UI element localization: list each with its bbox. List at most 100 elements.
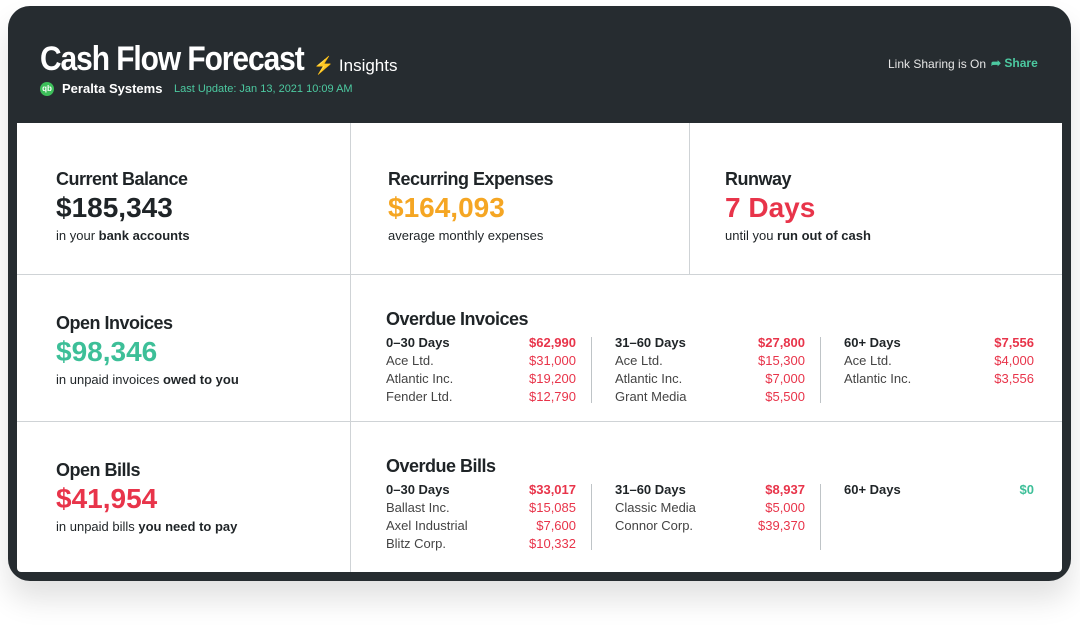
bucket-total: $27,800 <box>758 335 805 350</box>
bucket-item: Fender Ltd. $12,790 <box>386 388 576 406</box>
item-amount: $31,000 <box>529 353 576 368</box>
summary-card: Runway 7 Days until you run out of cash <box>725 169 871 243</box>
bucket-total: $62,990 <box>529 335 576 350</box>
item-name: Ballast Inc. <box>386 500 450 515</box>
summary-label: Current Balance <box>56 169 188 189</box>
bucket-divider <box>820 484 821 550</box>
item-name: Atlantic Inc. <box>844 371 912 386</box>
bucket-label: 60+ Days <box>844 482 901 497</box>
bucket-item: Ace Ltd. $15,300 <box>615 352 805 370</box>
bucket-item: Atlantic Inc. $3,556 <box>844 370 1034 388</box>
overdue-title: Overdue Invoices <box>386 309 529 329</box>
bucket-item: Ballast Inc. $15,085 <box>386 499 576 517</box>
item-amount: $19,200 <box>529 371 576 386</box>
item-name: Atlantic Inc. <box>615 371 683 386</box>
item-name: Atlantic Inc. <box>386 371 454 386</box>
bucket-divider <box>820 337 821 403</box>
summary-note: until you run out of cash <box>725 228 871 243</box>
summary-card: Current Balance $185,343 in your bank acco… <box>56 169 190 243</box>
bucket-item: Ace Ltd. $4,000 <box>844 352 1034 370</box>
summary-label: Runway <box>725 169 792 189</box>
bucket-label: 0–30 Days <box>386 335 450 350</box>
last-update: Last Update: Jan 13, 2021 10:09 AM <box>174 83 353 95</box>
bucket-label: 31–60 Days <box>615 482 686 497</box>
summary-note: in your bank accounts <box>56 228 190 243</box>
note-emphasis: owed to you <box>162 372 239 387</box>
bucket-label: 0–30 Days <box>386 482 450 497</box>
item-amount: $10,332 <box>529 536 576 551</box>
item-amount: $3,556 <box>994 371 1034 386</box>
summary-card: Open Bills $41,954 in unpaid bills you nee… <box>56 460 237 534</box>
item-name: Classic Media <box>615 500 696 515</box>
bucket-divider <box>591 484 592 550</box>
bucket: 31–60 Days $8,937 Classic Media $5,000 Conno… <box>615 481 805 535</box>
summary-label: Open Bills <box>56 460 141 480</box>
bucket-header: 31–60 Days $27,800 <box>615 334 805 352</box>
bucket-item: Connor Corp. $39,370 <box>615 517 805 535</box>
bucket: 0–30 Days $33,017 Ballast Inc. $15,085 Axel … <box>386 481 576 553</box>
bucket-total: $8,937 <box>765 482 805 497</box>
insights-badge[interactable]: ⚡ Insights <box>313 56 398 75</box>
bucket: 60+ Days $7,556 Ace Ltd. $4,000 Atlantic Inc… <box>844 334 1034 388</box>
bucket-item: Atlantic Inc. $7,000 <box>615 370 805 388</box>
summary-card: Open Invoices $98,346 in unpaid invoices o… <box>56 313 239 387</box>
summary-card: Recurring Expenses $164,093 average monthl… <box>388 169 554 243</box>
bucket-header: 0–30 Days $62,990 <box>386 334 576 352</box>
item-amount: $39,370 <box>758 518 805 533</box>
note-text: in your <box>56 228 99 243</box>
bucket: 31–60 Days $27,800 Ace Ltd. $15,300 Atlantic… <box>615 334 805 406</box>
summary-note: average monthly expenses <box>388 228 553 243</box>
divider <box>689 123 690 274</box>
item-name: Ace Ltd. <box>386 353 434 368</box>
item-amount: $7,600 <box>536 518 576 533</box>
summary-value: $185,343 <box>56 192 173 223</box>
item-amount: $5,500 <box>765 389 805 404</box>
link-sharing: Link Sharing is On <box>888 57 987 71</box>
share-button[interactable]: ➦ Share <box>991 56 1038 70</box>
item-name: Blitz Corp. <box>386 536 446 551</box>
item-amount: $15,300 <box>758 353 805 368</box>
bucket-total: $7,556 <box>994 335 1034 350</box>
summary-value: 7 Days <box>725 192 816 223</box>
dashboard-card: Cash Flow Forecast ⚡ Insights qb Peralta… <box>8 6 1071 581</box>
item-name: Axel Industrial <box>386 518 468 533</box>
bucket-header: 0–30 Days $33,017 <box>386 481 576 499</box>
item-amount: $7,000 <box>765 371 805 386</box>
note-text: until you <box>725 228 778 243</box>
company: Peralta Systems <box>62 81 163 96</box>
bucket-label: 60+ Days <box>844 335 901 350</box>
bucket-item: Blitz Corp. $10,332 <box>386 535 576 553</box>
bucket-label: 31–60 Days <box>615 335 686 350</box>
item-name: Fender Ltd. <box>386 389 453 404</box>
note-emphasis: run out of cash <box>777 228 871 243</box>
logo: qb <box>40 82 54 96</box>
summary-value: $41,954 <box>56 483 158 514</box>
item-name: Ace Ltd. <box>615 353 663 368</box>
summary-value: $164,093 <box>388 192 505 223</box>
item-name: Ace Ltd. <box>844 353 892 368</box>
item-amount: $12,790 <box>529 389 576 404</box>
title: Cash Flow Forecast <box>40 40 305 78</box>
note-text: in unpaid invoices <box>56 372 163 387</box>
summary-note: in unpaid bills you need to pay <box>56 519 237 534</box>
summary-label: Open Invoices <box>56 313 173 333</box>
note-text: in unpaid bills <box>56 519 139 534</box>
bucket-item: Grant Media $5,500 <box>615 388 805 406</box>
divider <box>17 274 1062 275</box>
item-name: Connor Corp. <box>615 518 694 533</box>
bucket-total: $33,017 <box>529 482 576 497</box>
bucket-item: Ace Ltd. $31,000 <box>386 352 576 370</box>
summary-note: in unpaid invoices owed to you <box>56 372 239 387</box>
item-amount: $5,000 <box>765 500 805 515</box>
bucket-total: $0 <box>1019 482 1034 497</box>
content: Current Balance $185,343 in your bank acco… <box>17 123 1062 572</box>
bucket-header: 60+ Days $0 <box>844 481 1034 499</box>
bucket-header: 31–60 Days $8,937 <box>615 481 805 499</box>
bucket: 60+ Days $0 <box>844 481 1034 499</box>
bucket-divider <box>591 337 592 403</box>
divider <box>17 421 1062 422</box>
overdue-title: Overdue Bills <box>386 456 496 476</box>
bucket-item: Axel Industrial $7,600 <box>386 517 576 535</box>
summary-label: Recurring Expenses <box>388 169 554 189</box>
